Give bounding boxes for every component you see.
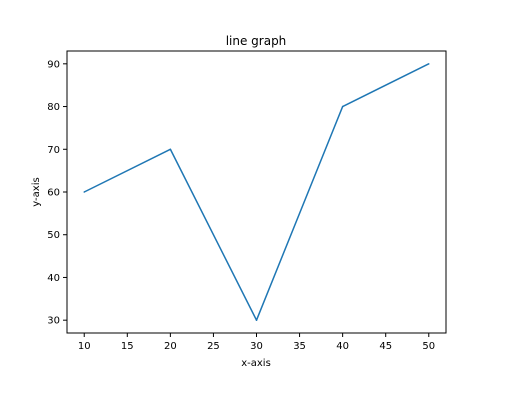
x-tick-label: 45 <box>379 341 392 352</box>
y-tick-label: 60 <box>47 188 60 199</box>
y-tick-label: 90 <box>47 59 60 70</box>
data-point <box>83 191 85 193</box>
y-axis-ticks: 30 40 50 60 70 80 90 <box>47 59 67 327</box>
data-point <box>341 105 344 108</box>
x-axis-label: x-axis <box>241 358 271 369</box>
y-tick-label: 30 <box>47 316 60 327</box>
y-axis-label: y-axis <box>31 177 42 206</box>
plot-area: 10 15 20 25 30 35 40 45 50 30 40 50 60 70 80 90 <box>47 50 447 352</box>
y-tick-label: 80 <box>47 102 60 113</box>
x-tick-label: 50 <box>422 341 435 352</box>
y-tick-label: 40 <box>47 273 60 284</box>
series-layer <box>83 63 430 321</box>
data-point <box>428 63 430 65</box>
x-axis-ticks: 10 15 20 25 30 35 40 45 50 <box>78 333 435 352</box>
data-point <box>169 148 172 151</box>
x-tick-label: 30 <box>250 341 263 352</box>
chart-title: line graph <box>226 34 287 48</box>
y-tick-label: 50 <box>47 230 60 241</box>
y-tick-label: 70 <box>47 145 60 156</box>
x-tick-label: 15 <box>121 341 134 352</box>
x-tick-label: 35 <box>293 341 306 352</box>
x-tick-label: 20 <box>164 341 177 352</box>
x-tick-label: 25 <box>207 341 220 352</box>
x-tick-label: 40 <box>336 341 349 352</box>
data-point <box>255 319 258 321</box>
x-tick-label: 10 <box>78 341 91 352</box>
